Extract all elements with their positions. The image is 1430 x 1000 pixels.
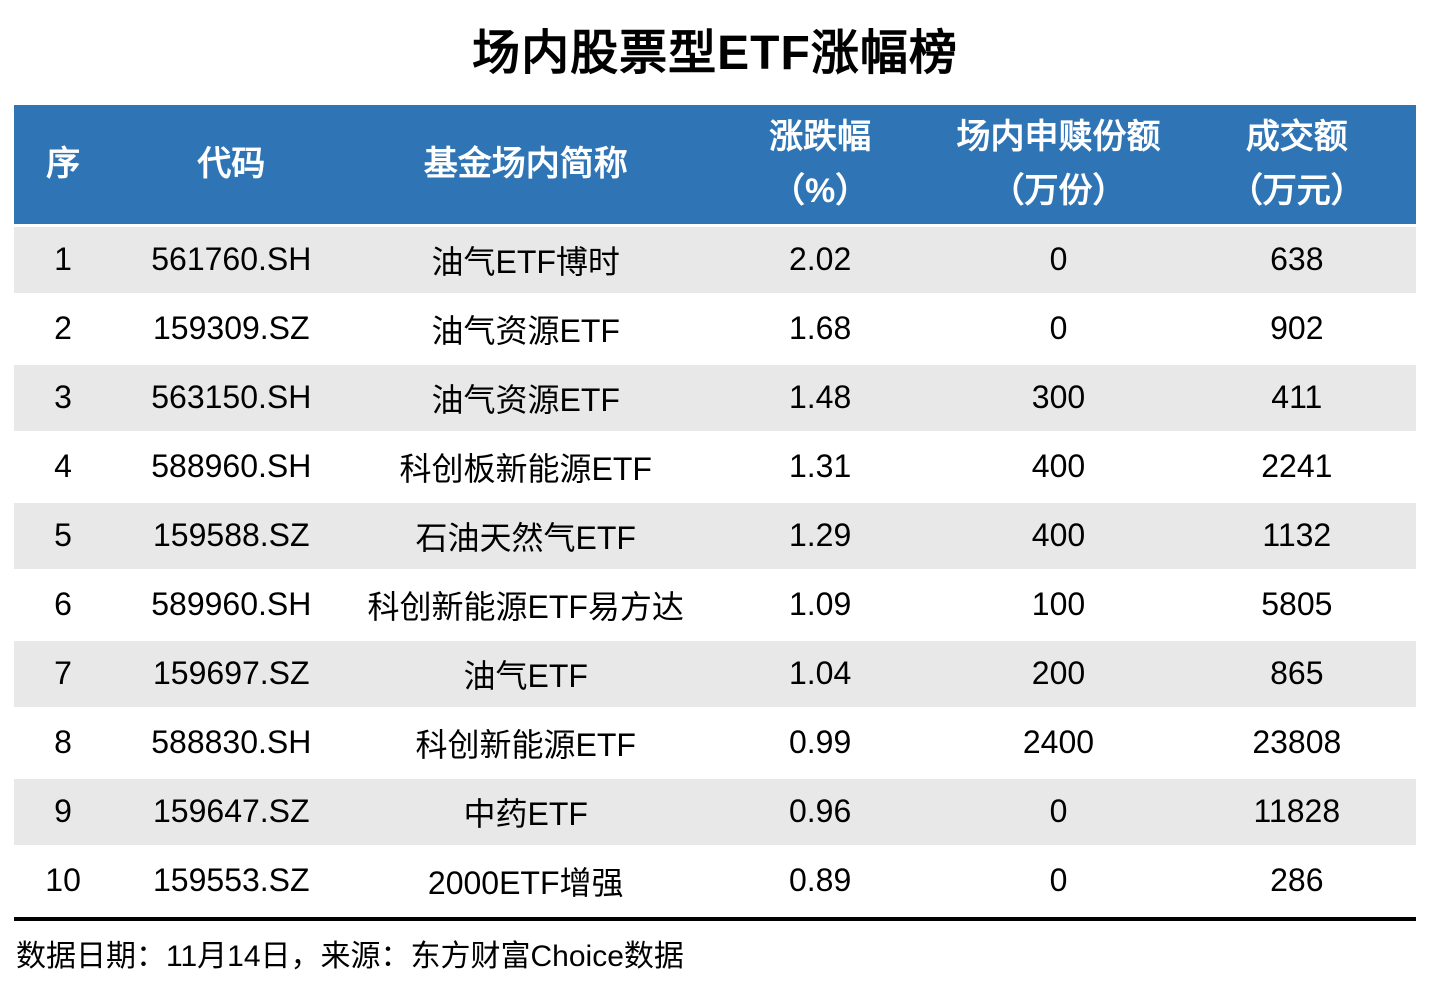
cell-change: 0.89	[700, 846, 940, 917]
cell-name: 油气资源ETF	[350, 294, 701, 365]
cell-turnover: 1132	[1177, 501, 1416, 572]
cell-code: 563150.SH	[112, 363, 351, 434]
cell-shares: 300	[939, 363, 1178, 434]
table-body: 1 561760.SH 油气ETF博时 2.02 0 638 2 159309.SZ 油气资源E…	[14, 225, 1416, 917]
cell-code: 159588.SZ	[112, 501, 351, 572]
cell-shares: 200	[939, 639, 1178, 710]
cell-rank: 1	[14, 225, 113, 296]
cell-rank: 6	[14, 570, 113, 641]
data-source-note: 数据日期：11月14日，来源：东方财富Choice数据	[16, 939, 684, 973]
footer: 数据日期：11月14日，来源：东方财富Choice数据	[14, 916, 1416, 975]
cell-turnover: 411	[1177, 363, 1416, 434]
column-header-code: 代码	[112, 105, 351, 227]
cell-name: 油气资源ETF	[350, 363, 701, 434]
column-header-change-pct: 涨跌幅 （%）	[700, 105, 940, 227]
cell-change: 1.09	[700, 570, 940, 641]
table-row: 3 563150.SH 油气资源ETF 1.48 300 411	[14, 363, 1416, 434]
column-header-label: 涨跌幅	[769, 118, 872, 157]
table-row: 6 589960.SH 科创新能源ETF易方达 1.09 100 5805	[14, 570, 1416, 641]
cell-rank: 2	[14, 294, 113, 365]
cell-change: 1.04	[700, 639, 940, 710]
column-header-turnover: 成交额 （万元）	[1177, 105, 1416, 227]
cell-shares: 2400	[939, 708, 1178, 779]
page-title: 场内股票型ETF涨幅榜	[472, 26, 958, 80]
table-row: 10 159553.SZ 2000ETF增强 0.89 0 286	[14, 846, 1416, 917]
table-header-row: 序 代码 基金场内简称	[14, 105, 1416, 227]
cell-turnover: 865	[1177, 639, 1416, 710]
cell-turnover: 11828	[1177, 777, 1416, 848]
column-header-label: 场内申赎份额	[956, 118, 1161, 157]
title-bar: 场内股票型ETF涨幅榜	[0, 0, 1430, 105]
cell-change: 1.48	[700, 363, 940, 434]
cell-turnover: 286	[1177, 846, 1416, 917]
cell-code: 159309.SZ	[112, 294, 351, 365]
cell-code: 159697.SZ	[112, 639, 351, 710]
cell-name: 油气ETF	[350, 639, 701, 710]
cell-change: 1.31	[700, 432, 940, 503]
cell-turnover: 638	[1177, 225, 1416, 296]
cell-rank: 3	[14, 363, 113, 434]
column-header-name: 基金场内简称	[350, 105, 701, 227]
cell-change: 2.02	[700, 225, 940, 296]
cell-shares: 400	[939, 501, 1178, 572]
cell-rank: 9	[14, 777, 113, 848]
cell-rank: 4	[14, 432, 113, 503]
cell-rank: 10	[14, 846, 113, 917]
column-header-unit: （%）	[771, 172, 870, 211]
cell-code: 588960.SH	[112, 432, 351, 503]
cell-code: 588830.SH	[112, 708, 351, 779]
cell-shares: 100	[939, 570, 1178, 641]
cell-name: 2000ETF增强	[350, 846, 701, 917]
cell-shares: 400	[939, 432, 1178, 503]
column-header-unit: （万元）	[1228, 172, 1365, 211]
cell-turnover: 5805	[1177, 570, 1416, 641]
table-row: 8 588830.SH 科创新能源ETF 0.99 2400 23808	[14, 708, 1416, 779]
cell-rank: 8	[14, 708, 113, 779]
column-header-label: 代码	[197, 145, 266, 184]
etf-gainers-table: 序 代码 基金场内简称	[14, 105, 1416, 917]
cell-shares: 0	[939, 225, 1178, 296]
column-header-unit: （万份）	[990, 172, 1127, 211]
cell-turnover: 902	[1177, 294, 1416, 365]
column-header-rank: 序	[14, 105, 113, 227]
table-header: 序 代码 基金场内简称	[14, 105, 1416, 227]
cell-change: 0.96	[700, 777, 940, 848]
cell-rank: 7	[14, 639, 113, 710]
cell-name: 中药ETF	[350, 777, 701, 848]
cell-change: 1.68	[700, 294, 940, 365]
table-row: 1 561760.SH 油气ETF博时 2.02 0 638	[14, 225, 1416, 296]
cell-code: 561760.SH	[112, 225, 351, 296]
cell-name: 油气ETF博时	[350, 225, 701, 296]
table-row: 2 159309.SZ 油气资源ETF 1.68 0 902	[14, 294, 1416, 365]
cell-change: 0.99	[700, 708, 940, 779]
cell-name: 科创新能源ETF	[350, 708, 701, 779]
cell-change: 1.29	[700, 501, 940, 572]
cell-turnover: 2241	[1177, 432, 1416, 503]
table-row: 7 159697.SZ 油气ETF 1.04 200 865	[14, 639, 1416, 710]
cell-rank: 5	[14, 501, 113, 572]
column-header-label: 成交额	[1245, 118, 1348, 157]
cell-shares: 0	[939, 846, 1178, 917]
cell-code: 159553.SZ	[112, 846, 351, 917]
column-header-label: 基金场内简称	[423, 145, 628, 184]
column-header-label: 序	[46, 145, 81, 184]
cell-code: 159647.SZ	[112, 777, 351, 848]
table-row: 5 159588.SZ 石油天然气ETF 1.29 400 1132	[14, 501, 1416, 572]
cell-turnover: 23808	[1177, 708, 1416, 779]
cell-name: 石油天然气ETF	[350, 501, 701, 572]
table-row: 9 159647.SZ 中药ETF 0.96 0 11828	[14, 777, 1416, 848]
cell-shares: 0	[939, 777, 1178, 848]
cell-name: 科创板新能源ETF	[350, 432, 701, 503]
cell-name: 科创新能源ETF易方达	[350, 570, 701, 641]
table-row: 4 588960.SH 科创板新能源ETF 1.31 400 2241	[14, 432, 1416, 503]
column-header-shares: 场内申赎份额 （万份）	[939, 105, 1178, 227]
cell-shares: 0	[939, 294, 1178, 365]
cell-code: 589960.SH	[112, 570, 351, 641]
